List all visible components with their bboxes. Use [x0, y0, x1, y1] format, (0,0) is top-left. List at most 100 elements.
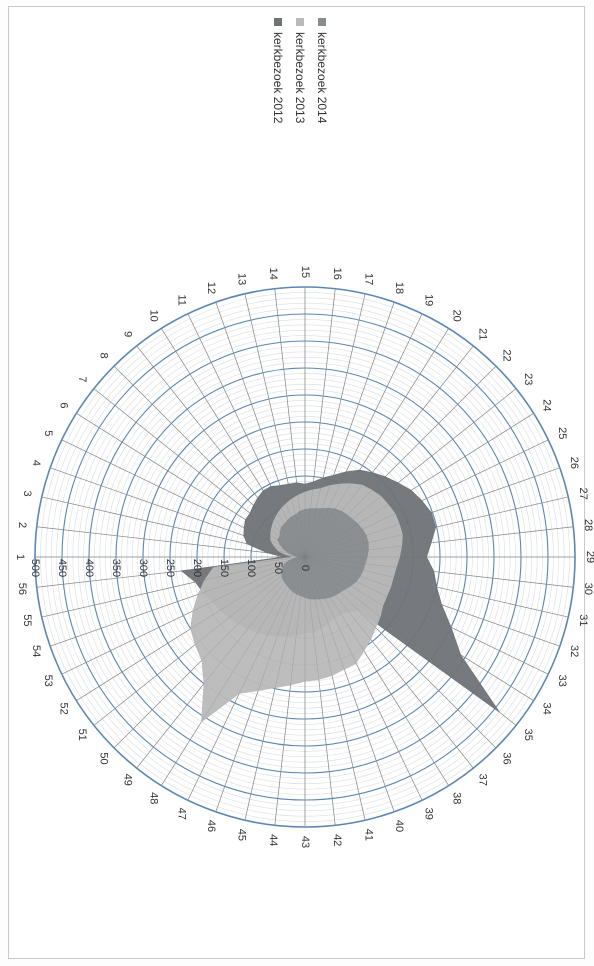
- category-label: 3: [21, 491, 33, 497]
- series-overlay-spoke: [215, 302, 306, 558]
- legend-label-1: kerkbezoek 2012: [271, 32, 285, 124]
- series-overlay-spoke: [113, 556, 306, 749]
- legend-label-2: kerkbezoek 2013: [293, 32, 307, 124]
- category-label: 30: [582, 583, 594, 595]
- category-label: 47: [175, 808, 187, 820]
- category-label: 26: [568, 457, 580, 469]
- category-label: 29: [584, 551, 594, 563]
- series-overlay-spoke: [41, 496, 306, 558]
- series-overlay-spoke: [93, 388, 306, 558]
- category-label: 4: [30, 460, 42, 466]
- category-label: 48: [147, 792, 159, 804]
- category-label: 55: [21, 614, 33, 626]
- category-label: 20: [451, 310, 463, 322]
- radial-tick-label: 450: [56, 559, 68, 577]
- series-overlay-spoke: [304, 556, 395, 812]
- series-overlay-spoke: [304, 556, 449, 786]
- category-label: 18: [393, 282, 405, 294]
- series-overlay-spoke: [304, 293, 366, 558]
- legend-swatch-1: [274, 18, 282, 26]
- category-label: 52: [58, 702, 70, 714]
- category-label: 37: [477, 774, 489, 786]
- category-label: 15: [299, 266, 311, 278]
- legend: kerkbezoek 2012 kerkbezoek 2013 kerkbezoek…: [271, 18, 329, 124]
- category-label: 14: [267, 268, 279, 280]
- series-overlay-spoke: [187, 556, 306, 801]
- series-overlay-spoke: [304, 556, 534, 701]
- series-overlay-spoke: [304, 556, 549, 675]
- radial-tick-label: 250: [164, 559, 176, 577]
- series-overlay-spoke: [304, 328, 449, 558]
- radial-tick-label: 100: [245, 559, 257, 577]
- series-overlay-spoke: [215, 556, 306, 812]
- category-label: 8: [98, 352, 110, 358]
- radial-tick-label: 500: [29, 559, 41, 577]
- series-overlay-spoke: [113, 365, 306, 558]
- series-overlay-spoke: [304, 496, 569, 558]
- series-overlay-spoke: [136, 556, 306, 769]
- series-overlay-spoke: [244, 293, 306, 558]
- series-overlay-spoke: [50, 467, 306, 558]
- category-label: 21: [477, 328, 489, 340]
- legend-swatch-2: [296, 18, 304, 26]
- category-label: 50: [98, 752, 110, 764]
- series-overlay-spoke: [304, 526, 574, 558]
- category-label: 49: [121, 774, 133, 786]
- series-overlay-spoke: [161, 556, 306, 786]
- series-overlay-spoke: [304, 467, 560, 558]
- series-overlay-spoke: [304, 556, 497, 749]
- category-label: 33: [556, 675, 568, 687]
- series-overlay-spoke: [61, 556, 306, 675]
- series-overlay-spoke: [76, 556, 306, 701]
- category-label: 38: [451, 792, 463, 804]
- series-overlay-spoke: [304, 313, 423, 558]
- series-overlay-spoke: [61, 439, 306, 558]
- series-overlay-spoke: [274, 556, 306, 826]
- category-label: 54: [30, 645, 42, 657]
- series-overlay-spoke: [187, 313, 306, 558]
- series-overlay-spoke: [304, 365, 497, 558]
- category-label: 17: [362, 273, 374, 285]
- series-overlay-spoke: [274, 288, 306, 558]
- category-label: 16: [331, 268, 343, 280]
- series-overlay-spoke: [76, 413, 306, 558]
- series-overlay-spoke: [36, 556, 306, 588]
- category-label: 23: [522, 373, 534, 385]
- radial-tick-label: 350: [110, 559, 122, 577]
- radar-series: [35, 287, 575, 827]
- category-label: 39: [423, 808, 435, 820]
- series-overlay-spoke: [304, 302, 395, 558]
- category-label: 46: [205, 820, 217, 832]
- series-overlay-spoke: [41, 556, 306, 618]
- category-label: 6: [58, 402, 70, 408]
- category-label: 43: [299, 836, 311, 848]
- category-label: 32: [568, 645, 580, 657]
- series-overlay-spoke: [304, 345, 474, 558]
- series-overlay-spoke: [136, 345, 306, 558]
- radial-tick-label: 400: [83, 559, 95, 577]
- category-label: 11: [175, 294, 187, 305]
- category-label: 24: [540, 399, 552, 411]
- series-overlay-spoke: [304, 413, 534, 558]
- category-label: 12: [205, 282, 217, 294]
- category-label: 56: [16, 583, 28, 595]
- category-label: 35: [522, 729, 534, 741]
- category-label: 28: [582, 519, 594, 531]
- category-label: 53: [42, 675, 54, 687]
- radial-tick-label: 0: [299, 565, 311, 571]
- category-label: 1: [14, 554, 26, 560]
- category-label: 22: [501, 349, 513, 361]
- series-overlay-spoke: [304, 556, 474, 769]
- category-label: 40: [393, 820, 405, 832]
- series-overlay-spoke: [304, 556, 560, 647]
- category-label: 31: [577, 614, 589, 626]
- series-overlay-spoke: [304, 556, 517, 726]
- category-label: 9: [121, 331, 133, 337]
- category-label: 25: [556, 427, 568, 439]
- ring-labels: 0 50 100 150 200 250 300 350 400 450 500: [29, 559, 311, 577]
- category-label: 44: [267, 834, 279, 846]
- radial-tick-label: 300: [137, 559, 149, 577]
- series-overlay-spoke: [304, 556, 423, 801]
- category-label: 27: [577, 487, 589, 499]
